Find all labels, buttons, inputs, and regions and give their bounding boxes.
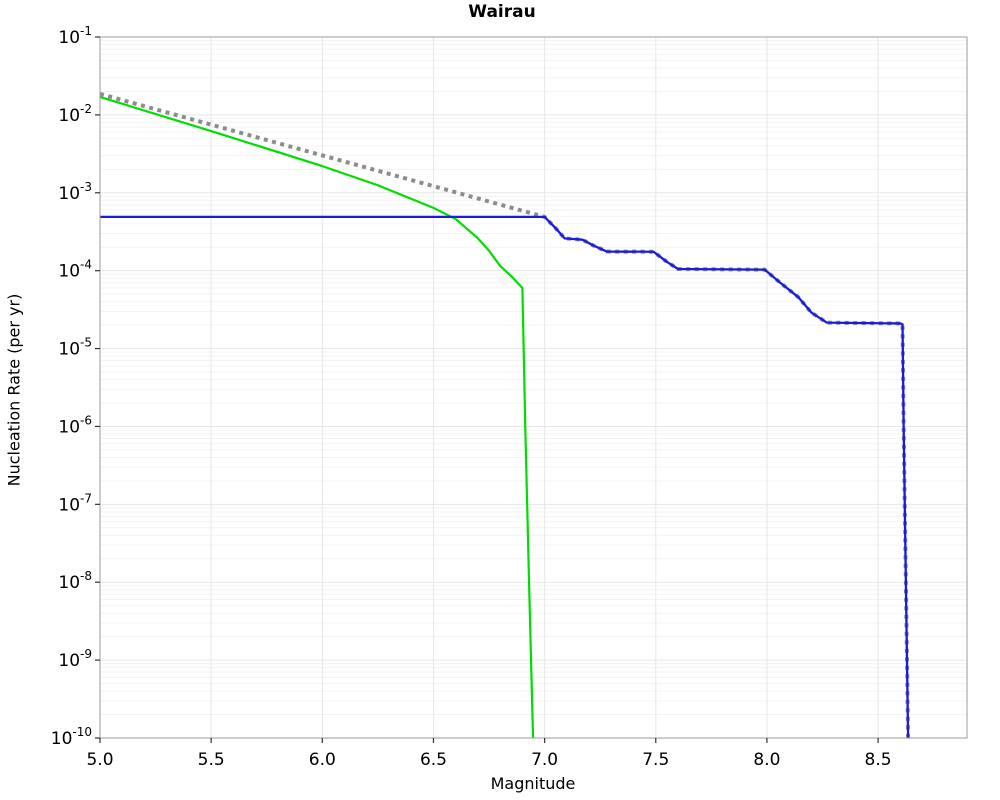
y-tick-label-1e-10: 10-10 <box>51 725 92 749</box>
y-tick-label-1e-7: 10-7 <box>58 491 92 515</box>
y-tick-label-1e-1: 10-1 <box>58 24 92 48</box>
x-tick-label-7.5: 7.5 <box>642 750 669 770</box>
x-tick-label-5.5: 5.5 <box>198 750 225 770</box>
series-tapered-rate-green-path <box>100 95 535 738</box>
chart-title: Wairau <box>468 2 536 22</box>
x-tick-label-7.0: 7.0 <box>531 750 558 770</box>
x-tick-label-6.5: 6.5 <box>420 750 447 770</box>
y-tick-label-1e-8: 10-8 <box>58 569 92 593</box>
x-ticks-group <box>99 738 879 743</box>
x-axis-label: Magnitude <box>490 774 576 793</box>
y-tick-label-1e-9: 10-9 <box>58 647 92 671</box>
plot-background <box>100 37 967 738</box>
series-group <box>100 91 911 738</box>
plot-spines <box>99 36 968 739</box>
x-tick-label-5.0: 5.0 <box>86 750 113 770</box>
series-nucleation-rate-blue-path <box>100 215 910 738</box>
y-tick-label-1e-6: 10-6 <box>58 413 92 437</box>
y-tick-label-1e-5: 10-5 <box>58 336 92 360</box>
x-tick-label-8.0: 8.0 <box>753 750 780 770</box>
y-ticks-group <box>95 36 100 739</box>
y-axis-label: Nucleation Rate (per yr) <box>4 293 24 487</box>
y-tick-label-1e-3: 10-3 <box>58 180 92 204</box>
y-tick-label-1e-4: 10-4 <box>58 258 92 282</box>
y-tick-label-1e-2: 10-2 <box>58 102 92 126</box>
y-grid-minor-group <box>100 40 967 716</box>
x-tick-label-8.5: 8.5 <box>865 750 892 770</box>
x-tick-label-6.0: 6.0 <box>309 750 336 770</box>
